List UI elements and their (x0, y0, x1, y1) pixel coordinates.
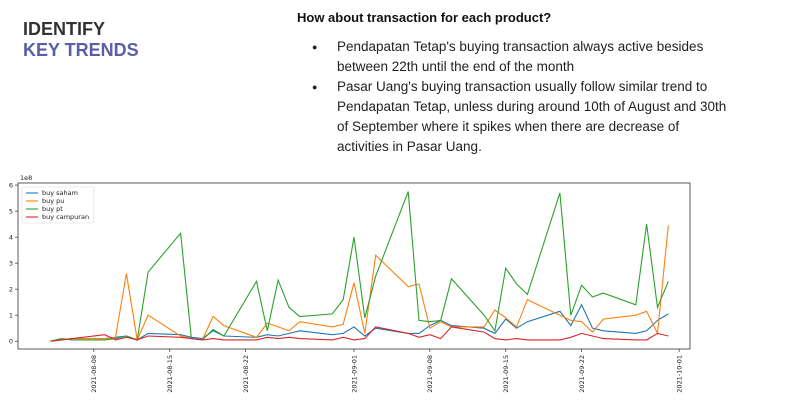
x-tick-label: 2021-10-01 (675, 355, 683, 393)
series-line (50, 191, 669, 342)
plot-frame (17, 182, 691, 350)
legend-box (21, 186, 95, 224)
x-tick-label: 2021-09-15 (502, 355, 510, 393)
y-tick-label: 2 (9, 285, 13, 293)
x-tick-label: 2021-09-08 (426, 355, 434, 393)
legend-label: buy saham (42, 189, 78, 197)
legend-label: buy pu (42, 197, 64, 205)
x-tick-label: 2021-09-01 (350, 355, 358, 393)
subtitle: KEY TRENDS (23, 40, 139, 60)
bullet: Pendapatan Tetap's buying transaction al… (312, 37, 732, 77)
y-tick-label: 4 (9, 233, 13, 241)
bullet: Pasar Uang's buying transaction usually … (312, 77, 732, 157)
x-tick-label: 2021-08-08 (90, 355, 98, 393)
title: IDENTIFY (23, 19, 106, 39)
series-line (50, 303, 669, 342)
legend-label: buy pt (42, 205, 63, 213)
y-tick-label: 5 (9, 207, 13, 215)
y-tick-label: 6 (9, 181, 13, 189)
x-tick-label: 2021-09-22 (578, 355, 586, 393)
series-line (50, 326, 669, 342)
y-tick-label: 0 (9, 337, 13, 345)
series-line (50, 225, 669, 342)
legend-label: buy campuran (42, 213, 89, 221)
y-tick-label: 1 (9, 311, 13, 319)
y-tick-label: 3 (9, 259, 13, 267)
heading: How about transaction for each product? (297, 10, 552, 25)
x-tick-label: 2021-08-22 (242, 355, 250, 393)
bullet-list: Pendapatan Tetap's buying transaction al… (312, 37, 732, 157)
offset-label: 1e8 (20, 174, 32, 182)
x-tick-label: 2021-08-15 (166, 355, 174, 393)
